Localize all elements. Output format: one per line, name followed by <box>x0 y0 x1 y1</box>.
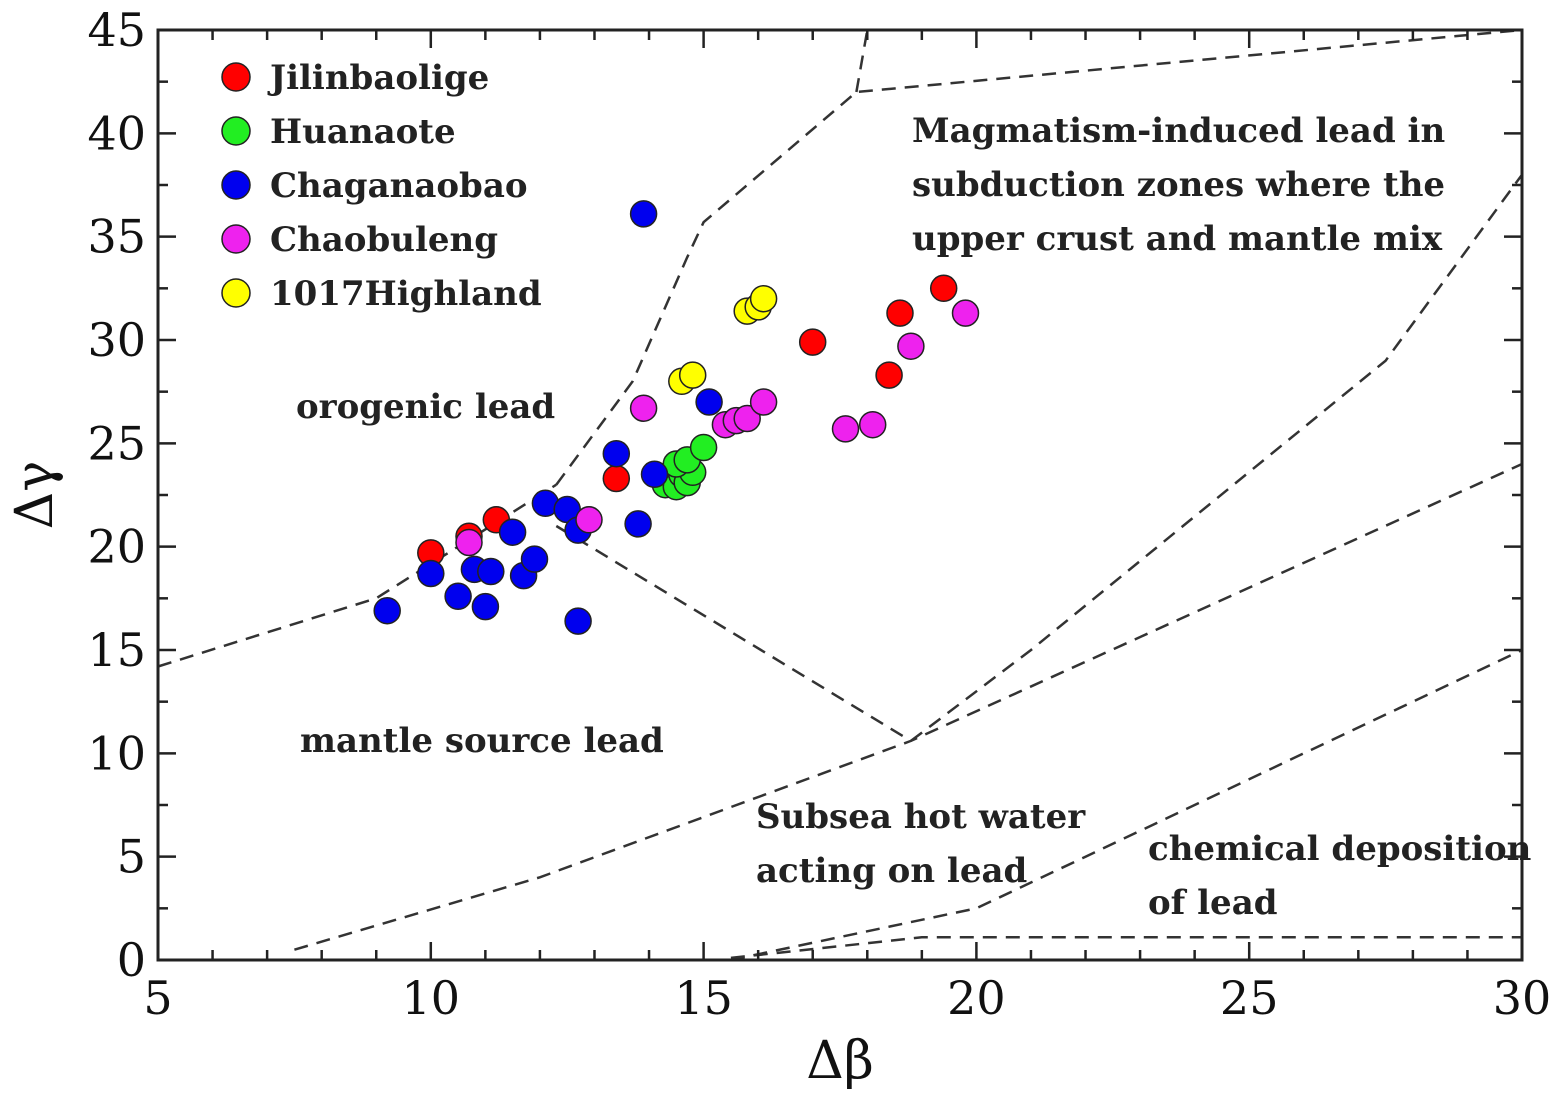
point-chaganaobao <box>624 510 652 538</box>
boundary-mantle-lower-boundary <box>555 524 912 742</box>
legend-label-jilinbaolige: Jilinbaolige <box>267 58 489 98</box>
point-chaobuleng <box>749 388 778 416</box>
y-tick-label: 0 <box>117 933 146 987</box>
legend-marker-chaganaobao <box>221 170 251 200</box>
point-chaganaobao <box>477 557 505 586</box>
legend-label-1017highland: 1017Highland <box>270 274 542 314</box>
legend-marker-jilinbaolige <box>221 62 251 92</box>
point-chaobuleng <box>858 410 887 439</box>
y-tick-label: 40 <box>87 106 146 160</box>
point-chaganaobao <box>417 559 445 588</box>
legend-label-chaobuleng: Chaobuleng <box>270 220 498 260</box>
region-label-orogenic: orogenic lead <box>296 387 555 427</box>
point-chaganaobao <box>373 596 401 625</box>
y-axis-title: Δγ <box>5 461 65 530</box>
y-tick-label: 5 <box>117 830 146 884</box>
x-tick-label: 25 <box>1220 971 1279 1025</box>
legend-marker-huanaote <box>221 116 251 146</box>
boundary-chemical-bottom-boundary <box>730 936 1522 960</box>
point-chaganaobao <box>564 607 592 635</box>
region-label-chemical-line-2: of lead <box>1148 883 1278 923</box>
x-tick-label: 20 <box>947 971 1006 1025</box>
x-tick-label: 15 <box>674 971 733 1025</box>
point-jilinbaolige <box>798 328 827 356</box>
point-chaganaobao <box>444 582 472 611</box>
point-chaobuleng <box>831 415 860 443</box>
boundary-chemical-upper-boundary <box>730 648 1523 962</box>
y-tick-label: 20 <box>87 520 146 574</box>
point-jilinbaolige <box>875 361 903 389</box>
legend: Jilinbaolige Huanaote Chaganaobao Chaobulen… <box>221 58 542 314</box>
point-chaobuleng <box>897 332 925 360</box>
y-tick-label: 25 <box>87 416 146 470</box>
data-points <box>373 200 980 635</box>
y-tick-label: 10 <box>87 726 146 780</box>
legend-marker-1017highland <box>221 278 251 308</box>
point-1017highland <box>749 284 778 313</box>
legend-label-huanaote: Huanaote <box>270 112 456 152</box>
point-jilinbaolige <box>602 464 631 493</box>
point-chaganaobao <box>640 460 669 489</box>
point-chaobuleng <box>951 299 980 327</box>
y-tick-label: 30 <box>87 313 146 367</box>
region-labels: Magmatism-induced lead in subduction zon… <box>296 111 1531 923</box>
x-tick-label: 30 <box>1493 971 1552 1025</box>
x-tick-label: 10 <box>402 971 461 1025</box>
region-boundaries <box>157 28 1524 962</box>
boundary-orogenic-upper-boundary <box>555 28 1523 486</box>
point-chaobuleng <box>575 506 603 534</box>
boundary-orogenic-vertical-boundary <box>855 29 869 93</box>
x-axis-title: Δβ <box>806 1031 874 1091</box>
point-chaobuleng <box>629 394 658 422</box>
y-tick-label: 15 <box>87 623 146 677</box>
point-jilinbaolige <box>929 274 958 303</box>
y-tick-label: 35 <box>87 210 146 264</box>
point-chaganaobao <box>695 388 723 416</box>
region-label-subsea-line-1: Subsea hot water <box>756 797 1086 837</box>
x-tick-label: 5 <box>143 971 172 1025</box>
point-1017highland <box>678 361 707 389</box>
point-huanaote <box>689 433 718 462</box>
point-chaganaobao <box>471 592 500 621</box>
point-chaobuleng <box>455 528 483 557</box>
point-chaganaobao <box>629 200 658 228</box>
point-chaganaobao <box>520 545 549 573</box>
region-label-magmatism-line-1: Magmatism-induced lead in <box>912 111 1445 151</box>
y-tick-label: 45 <box>87 3 146 57</box>
boundary-subsea-upper-boundary <box>294 462 1523 951</box>
plot-frame <box>156 28 1524 962</box>
legend-label-chaganaobao: Chaganaobao <box>270 166 528 206</box>
region-label-chemical-line-1: chemical deposition <box>1148 829 1531 869</box>
point-chaganaobao <box>602 439 631 468</box>
region-label-mantle: mantle source lead <box>300 721 664 761</box>
point-chaobuleng <box>733 404 761 433</box>
region-label-subsea-line-2: acting on lead <box>756 851 1027 891</box>
region-label-magmatism-line-2: subduction zones where the <box>912 165 1445 205</box>
region-label-magmatism-line-3: upper crust and mantle mix <box>912 219 1443 259</box>
boundary-magmatism-lower-boundary <box>910 173 1524 742</box>
point-jilinbaolige <box>886 299 914 327</box>
legend-marker-chaobuleng <box>221 224 251 254</box>
point-chaganaobao <box>498 518 527 546</box>
